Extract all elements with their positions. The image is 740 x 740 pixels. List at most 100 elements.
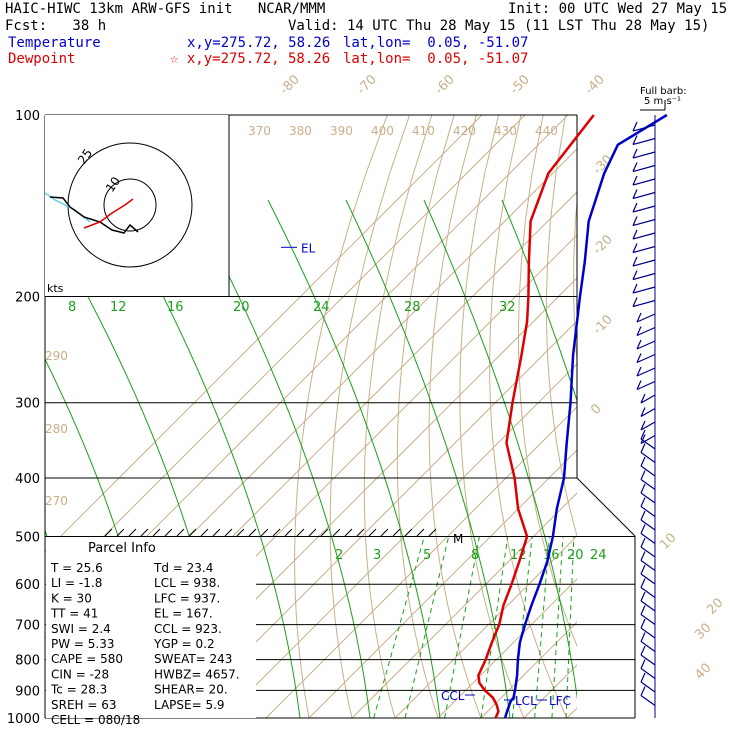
barb-shaft [632,232,656,240]
model-title: HAIC-HIWC 13km ARW-GFS init NCAR/MMM [5,1,326,17]
isotherm-line [610,115,740,718]
wind-barb [640,659,656,679]
wind-barb [636,312,656,323]
wind-barb [636,380,656,391]
barb-shaft [640,695,656,706]
barb-tick [640,443,646,453]
barb-tick [632,121,638,132]
barb-tick [640,524,646,534]
barb-tick [640,429,646,440]
parcel-info-right: EL = 167. [154,607,213,621]
marker-label-el: EL [301,241,316,255]
barb-tick [640,434,646,444]
wind-barb [640,483,656,504]
mixing-ratio-label: 5 [423,548,431,563]
wind-barb [636,326,656,337]
mixing-ratio-label: 20 [567,548,584,563]
theta-label: 280 [45,422,68,436]
wind-barb [640,524,656,544]
mixing-ratio-label: 8 [68,300,76,315]
theta-label: 380 [289,124,312,138]
hodograph-unit-label: kts [47,282,64,295]
level-markers: EL LCL LFC CCL M [281,241,571,708]
mixing-ratio-label: 28 [404,300,421,315]
wind-barb [640,564,656,585]
dry-adiabat [294,115,388,718]
wind-barb [636,366,656,377]
barb-shaft [636,326,656,337]
parcel-info-right: Td = 23.4 [153,561,213,575]
moist-adiabat [0,200,20,718]
isotherm-line [437,578,577,718]
barb-scale-title: Full barb: [640,86,687,97]
hatch-mark [368,528,377,537]
mixing-ratio-line [565,536,575,718]
barb-tick [640,551,646,561]
isotherm-label: 0 [588,401,604,417]
mixing-ratio-label: 3 [373,548,381,563]
barb-tick [640,393,646,404]
pressure-tick-label: 100 [15,109,40,124]
wind-barb [640,686,656,706]
barb-tick [640,537,646,548]
parcel-info-right: LCL = 938. [154,576,220,590]
barb-tick [640,456,646,467]
wind-barb [632,243,656,254]
hatch-mark [308,528,317,537]
theta-label: 270 [45,494,68,508]
hatch-mark [212,528,221,537]
barb-shaft [632,151,656,159]
isotherm-line [179,320,577,718]
mixing-ratio-label: 12 [110,300,127,315]
mixing-ratio-label: 16 [543,548,560,563]
barb-tick [636,339,642,350]
wind-barb [636,339,656,350]
parcel-info-right: HWBZ= 4657. [154,667,240,681]
barb-tick [632,229,638,240]
barb-tick [636,326,642,336]
profile-lines [477,113,668,719]
barb-shaft [640,573,656,585]
dry-adiabat [625,115,740,718]
barb-shaft [640,668,656,679]
mixing-ratio-line [373,536,425,718]
parcel-info-left: K = 30 [51,591,92,605]
barb-tick [640,672,646,683]
barb-tick [640,605,646,615]
hatch-mark [416,528,425,537]
barb-shaft [640,641,656,652]
wind-barb [632,189,656,200]
isotherm-line [45,115,483,553]
isotherm-line [45,115,526,596]
hodograph-background [45,115,229,296]
barb-shaft [640,394,656,404]
wind-barb [640,672,656,693]
hatch-mark [140,528,149,537]
wind-barb [640,407,656,418]
pressure-tick-label: 300 [15,397,40,412]
theta-label: 440 [535,124,558,138]
parcel-info-right: LFC = 937. [154,591,220,605]
pressure-tick-label: 700 [15,619,40,634]
hatch-mark [260,528,269,537]
wind-barb [640,578,656,598]
mixing-ratio-label: 24 [590,548,607,563]
wind-barb [640,429,656,450]
barb-shaft [640,533,656,544]
barb-shaft [632,178,656,186]
wind-barb [632,148,656,159]
forecast-hour: Fcst: 38 h [5,18,107,34]
barb-tick [632,283,638,294]
barb-tick [640,645,646,656]
barb-tick [640,578,646,588]
wind-barb [640,645,656,666]
barb-shaft [640,407,656,418]
dry-adiabat [396,115,455,718]
barb-tick [632,148,638,159]
parcel-info-left: CIN = -28 [51,667,109,681]
hatch-mark [224,528,233,537]
parcel-info-left: SWI = 2.4 [51,622,111,636]
isotherm-label: 10 [657,531,679,553]
